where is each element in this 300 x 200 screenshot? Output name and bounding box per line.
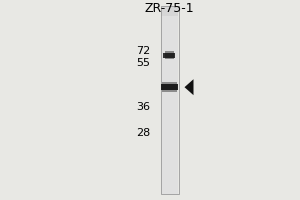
Bar	[160, 138, 178, 140]
Bar	[164, 53, 175, 58]
Polygon shape	[184, 79, 194, 95]
Bar	[160, 126, 178, 128]
Bar	[160, 147, 178, 149]
Bar	[160, 60, 178, 63]
Bar	[160, 49, 178, 51]
Bar	[160, 93, 178, 95]
Bar	[160, 42, 178, 44]
Text: ZR-75-1: ZR-75-1	[145, 2, 194, 15]
Bar	[160, 133, 178, 135]
Bar	[160, 56, 178, 58]
Bar	[160, 9, 178, 11]
Bar	[160, 168, 178, 171]
Bar	[160, 91, 178, 93]
Bar	[160, 156, 178, 159]
Bar	[160, 135, 178, 138]
Bar	[160, 145, 178, 147]
Bar	[160, 182, 178, 185]
Bar	[160, 67, 178, 70]
Bar	[160, 175, 178, 178]
Bar	[160, 70, 178, 72]
Bar	[160, 112, 178, 114]
Bar	[160, 18, 178, 20]
Bar	[160, 58, 178, 60]
Bar	[160, 149, 178, 152]
Bar	[160, 173, 178, 175]
Bar	[160, 79, 178, 81]
Bar	[160, 98, 178, 100]
Bar	[160, 20, 178, 23]
Bar	[160, 154, 178, 156]
Bar	[165, 55, 174, 59]
Bar	[162, 82, 177, 87]
Bar	[160, 44, 178, 46]
Text: 36: 36	[136, 102, 150, 112]
Bar	[160, 16, 178, 18]
Bar	[160, 65, 178, 67]
Bar	[160, 124, 178, 126]
Bar	[160, 187, 178, 189]
Bar	[160, 95, 178, 98]
Bar	[162, 87, 177, 92]
Bar	[160, 119, 178, 121]
Bar	[160, 189, 178, 192]
Bar	[160, 77, 178, 79]
Text: 72: 72	[136, 46, 150, 56]
Bar	[160, 86, 178, 88]
Bar	[160, 166, 178, 168]
Bar	[160, 74, 178, 77]
Bar	[160, 37, 178, 39]
Bar	[160, 103, 178, 105]
Bar	[160, 164, 178, 166]
Bar	[160, 53, 178, 56]
Bar	[160, 11, 178, 13]
Bar	[160, 25, 178, 27]
Bar	[160, 114, 178, 117]
Bar	[160, 32, 178, 34]
Bar	[160, 192, 178, 194]
Bar	[160, 161, 178, 164]
Bar	[160, 159, 178, 161]
Bar	[160, 51, 178, 53]
Bar	[160, 13, 178, 16]
Bar	[160, 63, 178, 65]
Bar	[160, 131, 178, 133]
Bar	[160, 30, 178, 32]
Bar	[160, 46, 178, 49]
Bar	[161, 84, 178, 90]
Bar	[160, 140, 178, 142]
Bar	[160, 142, 178, 145]
Bar	[160, 107, 178, 110]
Bar	[160, 178, 178, 180]
Bar	[160, 121, 178, 124]
Bar	[160, 81, 178, 84]
Bar	[160, 88, 178, 91]
Bar	[160, 152, 178, 154]
Text: 28: 28	[136, 128, 150, 138]
Bar	[160, 180, 178, 182]
Bar	[160, 105, 178, 107]
Bar	[160, 6, 178, 9]
Bar	[165, 51, 174, 55]
Bar	[160, 117, 178, 119]
Bar	[160, 185, 178, 187]
Bar	[160, 100, 178, 103]
Bar	[160, 72, 178, 74]
Bar	[160, 23, 178, 25]
Bar	[160, 110, 178, 112]
Bar	[160, 171, 178, 173]
Bar	[160, 34, 178, 37]
Bar	[160, 128, 178, 131]
Bar	[160, 39, 178, 42]
Text: 55: 55	[136, 58, 150, 68]
Bar	[160, 84, 178, 86]
Bar	[160, 27, 178, 30]
